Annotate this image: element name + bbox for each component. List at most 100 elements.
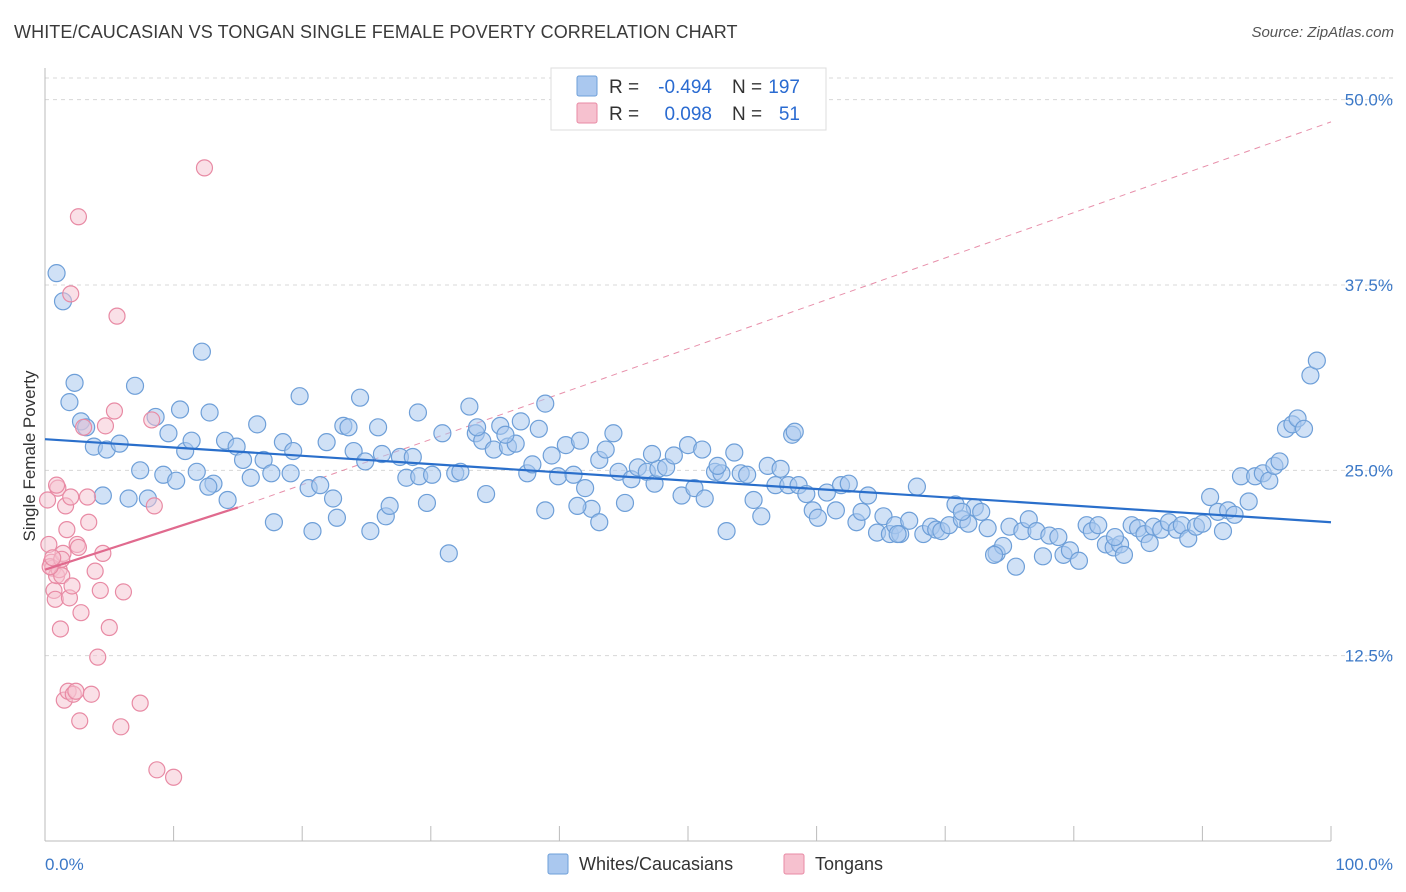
- whites-point: [93, 486, 112, 505]
- whites-point: [1213, 522, 1233, 541]
- whites-point: [380, 496, 399, 516]
- tongans-point: [46, 590, 64, 608]
- whites-point: [797, 484, 816, 504]
- whites-point: [167, 471, 186, 490]
- whites-point: [642, 444, 662, 464]
- whites-point: [476, 484, 496, 504]
- tongans-point: [195, 159, 214, 177]
- y-axis-label: Single Female Poverty: [20, 370, 39, 542]
- whites-point: [596, 440, 615, 459]
- tongans-point: [143, 411, 161, 429]
- whites-point: [576, 479, 595, 498]
- whites-point: [1069, 551, 1089, 570]
- whites-point: [170, 400, 190, 419]
- whites-point: [159, 424, 178, 443]
- tongans-point: [131, 694, 149, 712]
- whites-point: [368, 418, 388, 437]
- whites-point: [439, 544, 458, 563]
- tongans-trend-line: [44, 506, 239, 571]
- whites-point: [317, 433, 336, 452]
- source-label: Source: ZipAtlas.com: [1251, 24, 1394, 41]
- y-tick-label: 37.5%: [1345, 276, 1393, 295]
- whites-point: [695, 489, 714, 508]
- tongans-point: [86, 562, 104, 580]
- whites-point: [303, 522, 322, 541]
- y-tick-label: 25.0%: [1345, 461, 1393, 480]
- whites-point: [248, 415, 267, 434]
- x-tick-label: 0.0%: [45, 855, 84, 874]
- whites-point: [1049, 527, 1068, 547]
- tongans-point: [112, 718, 130, 736]
- whites-point: [511, 412, 530, 431]
- tongans-point: [105, 402, 124, 420]
- grid-lines: [45, 77, 1393, 657]
- whites-point: [1307, 351, 1326, 370]
- whites-point: [888, 524, 907, 544]
- bottom-legend: Whites/Caucasians Tongans: [547, 853, 883, 875]
- whites-point: [907, 477, 927, 496]
- tongans-point: [67, 682, 85, 700]
- whites-point: [717, 522, 736, 541]
- whites-point: [451, 462, 470, 481]
- whites-point: [417, 493, 437, 513]
- series-whites-points: [47, 264, 1326, 576]
- whites-point: [536, 394, 555, 413]
- whites-point: [536, 501, 555, 520]
- tongans-point: [96, 417, 115, 435]
- whites-point: [708, 456, 727, 475]
- whites-point: [200, 403, 219, 422]
- legend-n-value-2: 51: [779, 104, 800, 125]
- tongans-point: [80, 513, 98, 531]
- whites-point: [241, 468, 260, 487]
- whites-point: [1006, 557, 1026, 576]
- whites-point: [1140, 533, 1159, 553]
- whites-point: [284, 441, 303, 461]
- whites-point: [744, 490, 763, 510]
- whites-point: [264, 513, 284, 532]
- whites-point: [984, 545, 1004, 564]
- tongans-point: [62, 488, 80, 506]
- whites-point: [290, 387, 309, 406]
- whites-point: [529, 419, 548, 438]
- y-tick-labels: 12.5% 25.0% 37.5% 50.0%: [1345, 91, 1393, 666]
- whites-point: [549, 467, 568, 486]
- whites-point: [254, 450, 273, 470]
- whites-point: [1201, 487, 1220, 507]
- whites-point: [182, 431, 201, 450]
- tongans-point: [51, 620, 70, 638]
- whites-point: [1089, 516, 1108, 535]
- whites-point: [1033, 547, 1053, 566]
- tongans-point: [91, 581, 109, 600]
- legend-r-label-1: R =: [609, 77, 639, 98]
- whites-point: [615, 493, 635, 513]
- tongans-point: [82, 685, 100, 703]
- legend-n-label-2: N =: [732, 104, 762, 125]
- legend-r-value-1: -0.494: [658, 77, 712, 98]
- tongans-point: [69, 538, 88, 557]
- tongans-point: [114, 583, 133, 601]
- chart-title: WHITE/CAUCASIAN VS TONGAN SINGLE FEMALE …: [14, 22, 738, 42]
- whites-point: [826, 501, 845, 520]
- tongans-point: [62, 285, 80, 303]
- whites-point: [467, 418, 487, 437]
- bottom-legend-label-blue: Whites/Caucasians: [579, 854, 733, 874]
- whites-point: [978, 519, 997, 538]
- whites-point: [218, 490, 237, 510]
- whites-point: [433, 424, 452, 443]
- whites-point: [408, 403, 428, 422]
- whites-point: [1294, 419, 1314, 438]
- tongans-point: [165, 768, 183, 786]
- whites-point: [771, 459, 790, 478]
- whites-point: [1270, 452, 1289, 471]
- whites-point: [372, 444, 392, 464]
- tongans-point: [89, 648, 107, 666]
- legend-box: R = -0.494 N = 197 R = 0.098 N = 51: [550, 67, 827, 131]
- whites-point: [570, 431, 590, 450]
- whites-point: [858, 486, 878, 505]
- whites-trend-line: [44, 438, 1332, 524]
- whites-point: [523, 455, 542, 474]
- whites-point: [262, 464, 281, 483]
- whites-point: [327, 508, 347, 527]
- whites-point: [852, 502, 871, 521]
